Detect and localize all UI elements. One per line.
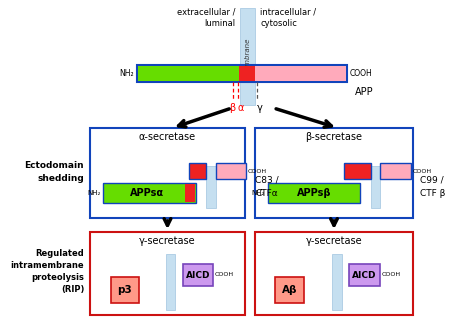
Bar bbox=[137, 65, 347, 82]
Bar bbox=[216, 163, 246, 179]
Text: AICD: AICD bbox=[186, 270, 210, 279]
Text: NH₂: NH₂ bbox=[120, 69, 134, 78]
Bar bbox=[90, 232, 245, 315]
Text: γ: γ bbox=[256, 103, 262, 113]
Text: APPsβ: APPsβ bbox=[297, 188, 331, 198]
Bar bbox=[345, 163, 371, 179]
Bar bbox=[380, 163, 410, 179]
Text: COOH: COOH bbox=[382, 273, 401, 277]
Bar bbox=[255, 232, 413, 315]
Bar bbox=[138, 66, 240, 81]
Text: CTFα: CTFα bbox=[255, 188, 278, 197]
Text: CTF β: CTF β bbox=[420, 188, 446, 197]
Text: C83 /: C83 / bbox=[255, 175, 279, 185]
Bar bbox=[268, 183, 360, 203]
Text: p3: p3 bbox=[118, 285, 132, 295]
Text: extracellular /: extracellular / bbox=[177, 7, 236, 17]
Bar bbox=[183, 264, 213, 286]
Text: Regulated: Regulated bbox=[36, 249, 84, 258]
Bar bbox=[111, 277, 139, 303]
Text: APP: APP bbox=[355, 87, 374, 97]
Bar bbox=[189, 163, 206, 179]
Text: α-secretase: α-secretase bbox=[139, 132, 196, 142]
Text: proteolysis: proteolysis bbox=[31, 273, 84, 282]
Text: NH₂: NH₂ bbox=[87, 190, 100, 196]
Text: γ-secretase: γ-secretase bbox=[306, 236, 362, 246]
Bar bbox=[103, 183, 196, 203]
Text: cytosolic: cytosolic bbox=[260, 19, 297, 28]
Text: Aβ: Aβ bbox=[282, 285, 297, 295]
Text: COOH: COOH bbox=[412, 169, 432, 173]
Text: Ectodomain: Ectodomain bbox=[25, 161, 84, 170]
Bar bbox=[371, 166, 380, 208]
Text: NH₂: NH₂ bbox=[252, 190, 265, 196]
Bar bbox=[332, 254, 342, 310]
Text: α: α bbox=[237, 103, 244, 113]
Text: intracellular /: intracellular / bbox=[260, 7, 316, 17]
Bar bbox=[90, 128, 245, 218]
Bar bbox=[184, 184, 195, 202]
Text: (RIP): (RIP) bbox=[61, 285, 84, 294]
Bar bbox=[349, 264, 380, 286]
Text: β-secretase: β-secretase bbox=[305, 132, 363, 142]
Bar bbox=[166, 254, 175, 310]
Bar bbox=[206, 166, 216, 208]
Text: membrane: membrane bbox=[245, 37, 251, 76]
Text: COOH: COOH bbox=[215, 273, 234, 277]
Bar bbox=[255, 66, 346, 81]
Bar bbox=[239, 66, 256, 81]
Text: γ-secretase: γ-secretase bbox=[139, 236, 196, 246]
Text: APPsα: APPsα bbox=[129, 188, 164, 198]
Bar bbox=[275, 277, 304, 303]
Text: luminal: luminal bbox=[204, 19, 236, 28]
Text: C99 /: C99 / bbox=[420, 175, 444, 185]
Text: shedding: shedding bbox=[37, 173, 84, 182]
Text: COOH: COOH bbox=[350, 69, 373, 78]
Bar bbox=[240, 8, 255, 105]
Text: COOH: COOH bbox=[248, 169, 267, 173]
Text: AICD: AICD bbox=[352, 270, 377, 279]
Text: β: β bbox=[228, 103, 235, 113]
Bar bbox=[255, 128, 413, 218]
Text: intramembrane: intramembrane bbox=[10, 261, 84, 270]
